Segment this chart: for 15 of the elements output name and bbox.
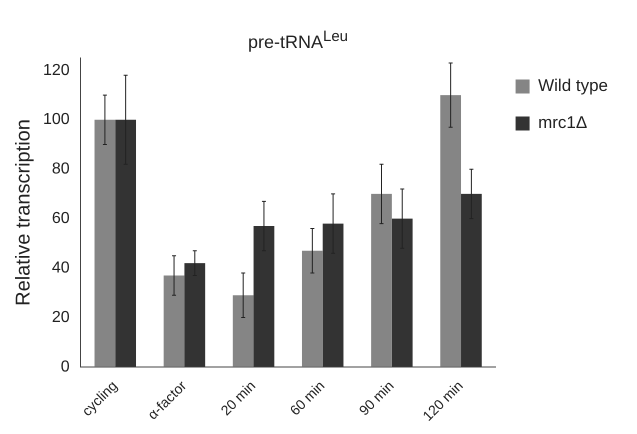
y-tick-label: 100 xyxy=(42,111,70,128)
y-tick-label: 60 xyxy=(52,210,70,228)
x-tick-label: 90 min xyxy=(356,377,397,418)
x-tick-label: 20 min xyxy=(217,377,258,418)
y-axis-title: Relative transcription xyxy=(12,119,35,306)
y-tick-label: 40 xyxy=(52,259,70,276)
chart-title: pre-tRNA$^{Leu}$ xyxy=(246,28,350,53)
legend-label: Wild type xyxy=(538,76,608,96)
y-tick-label: 80 xyxy=(52,160,70,178)
y-tick-label: 20 xyxy=(52,308,70,326)
y-tick-label: 0 xyxy=(60,358,70,376)
y-tick-label: 120 xyxy=(42,62,70,79)
legend-label: mrc1Δ xyxy=(538,113,588,132)
x-tick-label: 60 min xyxy=(286,377,328,418)
x-tick-label: 120 min xyxy=(419,377,466,424)
